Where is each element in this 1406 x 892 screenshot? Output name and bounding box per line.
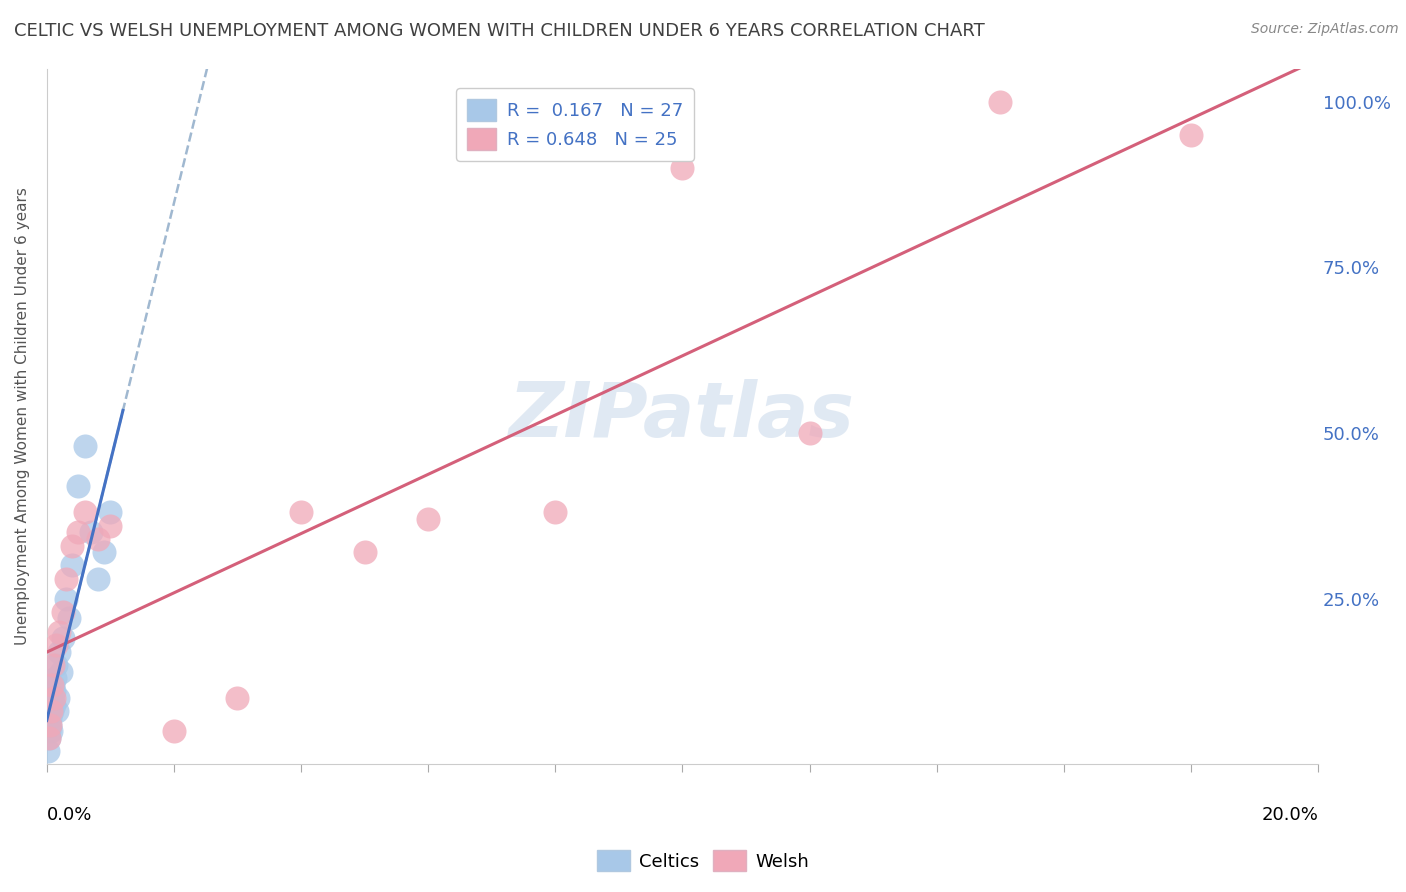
Point — [49, 665, 72, 679]
Point — [39, 704, 62, 718]
Legend: Celtics, Welsh: Celtics, Welsh — [591, 843, 815, 879]
Point — [60, 558, 83, 573]
Point — [44, 684, 66, 698]
Point — [45, 638, 67, 652]
Text: CELTIC VS WELSH UNEMPLOYMENT AMONG WOMEN WITH CHILDREN UNDER 6 YEARS CORRELATION: CELTIC VS WELSH UNEMPLOYMENT AMONG WOMEN… — [14, 22, 984, 40]
Point — [1180, 128, 1202, 142]
Point — [42, 698, 65, 712]
Point — [46, 691, 69, 706]
Point — [98, 506, 121, 520]
Point — [55, 572, 77, 586]
Point — [163, 724, 186, 739]
Text: Source: ZipAtlas.com: Source: ZipAtlas.com — [1251, 22, 1399, 37]
Point — [290, 506, 312, 520]
Point — [41, 678, 63, 692]
Point — [48, 645, 70, 659]
Point — [544, 506, 567, 520]
Point — [41, 691, 63, 706]
Point — [44, 671, 66, 685]
Point — [58, 611, 80, 625]
Point — [73, 506, 96, 520]
Point — [73, 439, 96, 453]
Point — [226, 691, 249, 706]
Point — [41, 704, 63, 718]
Point — [86, 532, 108, 546]
Point — [38, 717, 60, 731]
Point — [45, 657, 67, 672]
Point — [42, 678, 65, 692]
Point — [38, 731, 60, 745]
Text: ZIPatlas: ZIPatlas — [509, 379, 855, 453]
Point — [671, 161, 693, 175]
Point — [60, 539, 83, 553]
Point — [988, 95, 1011, 109]
Point — [39, 724, 62, 739]
Point — [42, 657, 65, 672]
Point — [48, 624, 70, 639]
Point — [38, 717, 60, 731]
Point — [67, 479, 90, 493]
Point — [98, 518, 121, 533]
Point — [416, 512, 439, 526]
Point — [799, 425, 821, 440]
Point — [80, 525, 103, 540]
Point — [45, 704, 67, 718]
Point — [93, 545, 115, 559]
Legend: R =  0.167   N = 27, R = 0.648   N = 25: R = 0.167 N = 27, R = 0.648 N = 25 — [456, 88, 693, 161]
Point — [67, 525, 90, 540]
Point — [44, 691, 66, 706]
Point — [55, 591, 77, 606]
Point — [38, 724, 60, 739]
Point — [38, 731, 60, 745]
Text: 0.0%: 0.0% — [46, 806, 91, 824]
Point — [39, 711, 62, 725]
Point — [51, 632, 73, 646]
Point — [51, 605, 73, 619]
Y-axis label: Unemployment Among Women with Children Under 6 years: Unemployment Among Women with Children U… — [15, 187, 30, 645]
Point — [86, 572, 108, 586]
Text: 20.0%: 20.0% — [1261, 806, 1319, 824]
Point — [353, 545, 375, 559]
Point — [37, 744, 59, 758]
